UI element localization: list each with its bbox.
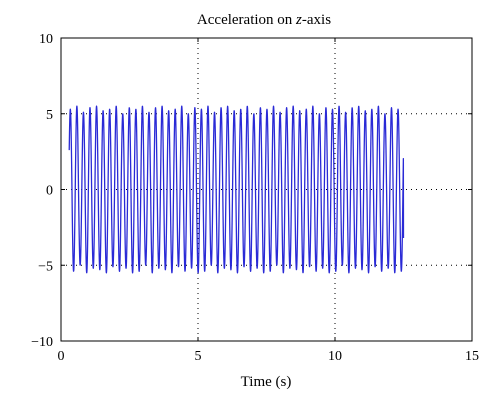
- x-tick-label: 5: [195, 349, 202, 364]
- y-tick-label: 10: [39, 32, 53, 47]
- axis-ticks: [60, 37, 473, 342]
- y-tick-label: 0: [46, 184, 53, 199]
- x-tick-label: 15: [465, 349, 479, 364]
- series-layer: [68, 105, 405, 274]
- y-tick-label: 5: [46, 108, 53, 123]
- x-tick-label: 0: [58, 349, 65, 364]
- y-tick-labels: −10 −5 0 5 10: [31, 32, 53, 350]
- chart-title: Acceleration on z-axis: [197, 12, 331, 28]
- grid-lines: [61, 38, 472, 341]
- y-tick-label: −5: [38, 259, 53, 274]
- y-tick-label: −10: [31, 335, 53, 350]
- x-axis-label: Time (s): [241, 374, 292, 390]
- x-tick-labels: 0 5 10 15: [58, 349, 480, 364]
- series-line-acceleration: [68, 105, 405, 274]
- x-tick-label: 10: [328, 349, 342, 364]
